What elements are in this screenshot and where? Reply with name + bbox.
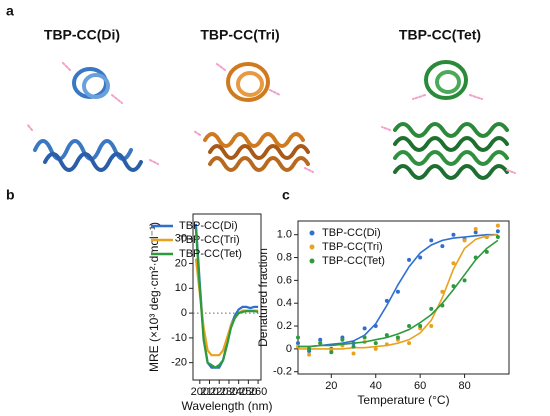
data-point [395,335,400,340]
data-point [384,298,389,303]
data-point [473,255,478,260]
data-point [440,244,445,249]
panel-label: b [6,187,15,203]
data-point [373,346,378,351]
legend-label: TBP-CC(Tet) [322,255,385,267]
data-point [440,289,445,294]
panel-label: a [6,3,14,19]
data-point [418,255,423,260]
y-tick-label: 0.4 [277,297,292,309]
data-point [351,344,356,349]
data-point [296,335,300,340]
fit-line [298,239,499,348]
data-point [407,324,412,329]
x-tick-label: 250 [239,386,257,398]
data-point [429,306,434,311]
y-tick-label: 1.0 [277,229,292,241]
legend-swatch [309,244,315,250]
data-point [296,341,300,346]
x-tick-label: 210 [200,386,218,398]
y-tick-label: 0 [286,343,292,355]
panel-label: c [282,187,290,203]
y-tick-label: 0.2 [277,320,292,332]
data-point [373,324,378,329]
x-tick-label: 200 [191,386,209,398]
y-tick-label: 10 [175,282,187,294]
y-tick-label: -0.2 [273,366,292,378]
plot-frame [192,213,262,381]
data-point [451,284,456,289]
plot-frame [297,220,510,375]
x-tick-label: 60 [414,380,426,392]
legend-label: TBP-CC(Tet) [179,248,242,260]
data-point [362,326,367,331]
legend-label: TBP-CC(Tri) [322,241,383,253]
data-point [429,324,434,329]
data-point [384,333,389,338]
y-tick-label: 30 [175,233,187,245]
structure-label: TBP-CC(Di) [44,27,120,43]
x-tick-label: 40 [370,380,382,392]
data-point [318,337,323,342]
data-point [462,278,467,283]
data-point [451,232,456,237]
data-point [407,257,412,262]
x-tick-label: 80 [458,380,470,392]
legend-swatch [309,230,315,236]
data-point [340,337,345,342]
data-point [473,230,478,235]
x-axis-label: Wavelength (nm) [182,399,273,413]
data-point [307,352,312,357]
structure-label: TBP-CC(Tet) [399,27,481,43]
data-point [462,238,467,243]
legend-label: TBP-CC(Di) [179,220,238,232]
x-tick-label: 260 [249,386,267,398]
x-tick-label: 240 [229,386,247,398]
data-point [484,249,489,254]
data-point [307,346,312,351]
y-axis-label: MRE (×10³ deg·cm²·dmol⁻¹) [147,222,161,372]
data-point [429,238,434,243]
data-point [473,226,478,231]
legend-label: TBP-CC(Di) [322,227,381,239]
x-axis-label: Temperature (°C) [357,393,449,407]
data-point [440,303,445,308]
y-tick-label: -20 [171,357,187,369]
data-point [495,229,500,234]
data-point [495,234,500,239]
data-point [373,341,378,346]
data-point [351,351,356,356]
y-tick-label: 0.8 [277,251,292,263]
data-point [318,341,323,346]
y-tick-label: 0 [181,307,187,319]
y-tick-label: 0.6 [277,274,292,286]
data-point [329,350,334,355]
y-tick-label: 20 [175,257,187,269]
data-point [362,335,367,340]
fit-line [298,233,498,350]
x-tick-label: 20 [325,380,337,392]
data-point [495,223,500,228]
data-point [395,289,400,294]
data-point [384,342,389,347]
data-point [451,261,456,266]
y-axis-label: Denatured fraction [256,248,270,347]
x-tick-label: 220 [210,386,228,398]
structure-images [26,60,516,180]
x-tick-label: 230 [220,386,238,398]
series-line [194,228,259,369]
fit-line [298,233,498,348]
data-point [484,234,489,239]
data-point [407,341,412,346]
legend-label: TBP-CC(Tri) [179,234,240,246]
structure-label: TBP-CC(Tri) [200,27,279,43]
data-point [418,324,423,329]
legend-swatch [309,258,315,264]
y-tick-label: -10 [171,332,187,344]
